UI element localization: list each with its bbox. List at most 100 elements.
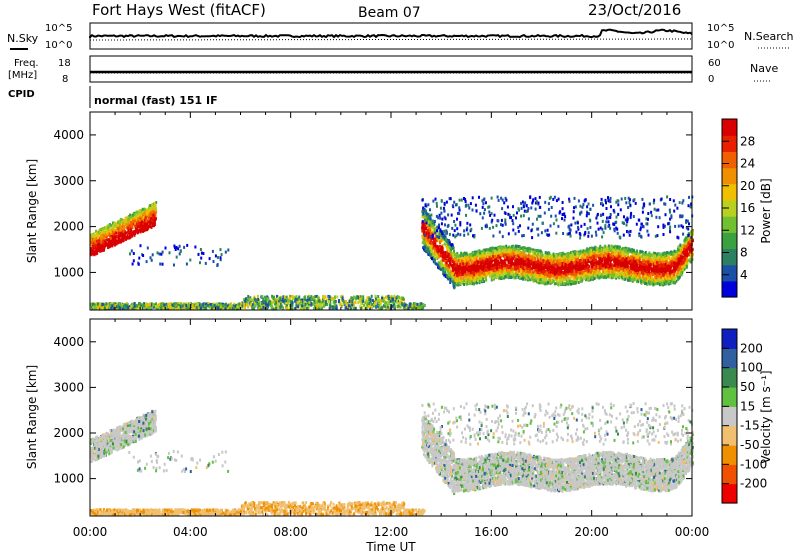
echo-cell xyxy=(112,307,115,311)
echo-cell xyxy=(262,297,265,301)
echo-cell xyxy=(129,232,131,236)
echo-cell xyxy=(90,305,93,309)
echo-cell xyxy=(613,264,615,268)
echo-cell xyxy=(156,251,159,255)
echo-cell xyxy=(601,246,604,250)
echo-cell xyxy=(107,226,110,230)
echo-cell xyxy=(137,229,140,233)
echo-cell xyxy=(262,302,265,305)
echo-cell xyxy=(634,272,637,276)
echo-cell xyxy=(371,299,374,302)
echo-cell xyxy=(113,242,116,246)
echo-cell xyxy=(127,217,129,221)
echo-cell xyxy=(399,296,402,300)
echo-cell xyxy=(314,295,317,298)
echo-cell xyxy=(622,265,625,269)
echo-cell xyxy=(383,304,385,308)
echo-cell xyxy=(301,304,304,308)
echo-cell xyxy=(377,298,380,302)
echo-cell xyxy=(98,302,101,306)
echo-cell xyxy=(104,240,107,244)
echo-cell xyxy=(185,262,188,266)
echo-cell xyxy=(147,217,150,221)
echo-cell xyxy=(135,222,138,226)
echo-cell xyxy=(215,302,218,306)
echo-cell xyxy=(266,306,269,310)
echo-cell xyxy=(91,306,94,310)
echo-cell xyxy=(288,307,291,311)
echo-cell xyxy=(107,246,110,250)
echo-cell xyxy=(386,296,389,300)
echo-cell xyxy=(424,214,427,218)
echo-cell xyxy=(90,250,93,254)
echo-cell xyxy=(582,259,585,263)
echo-cell xyxy=(509,258,511,262)
echo-cell xyxy=(323,297,326,301)
echo-cell xyxy=(506,251,509,255)
echo-cell xyxy=(104,304,106,308)
echo-cell xyxy=(503,254,505,258)
echo-cell xyxy=(103,306,106,310)
echo-cell xyxy=(542,264,545,267)
echo-cell xyxy=(141,228,143,232)
echo-cell xyxy=(116,235,119,238)
echo-cell xyxy=(158,303,161,306)
echo-cell xyxy=(162,307,165,311)
echo-cell xyxy=(216,256,219,259)
echo-cell xyxy=(367,299,370,303)
echo-cell xyxy=(424,233,427,237)
echo-cell xyxy=(91,250,94,254)
echo-cell xyxy=(121,236,124,240)
echo-cell xyxy=(580,250,583,254)
echo-cell xyxy=(501,275,504,279)
nave-label: Nave xyxy=(750,62,778,75)
echo-cell xyxy=(316,300,319,304)
echo-cell xyxy=(120,233,123,237)
echo-cell xyxy=(178,252,181,256)
echo-cell xyxy=(422,306,425,309)
echo-cell xyxy=(111,304,114,308)
echo-cell xyxy=(319,302,322,306)
echo-cell xyxy=(285,304,288,308)
echo-cell xyxy=(153,219,156,223)
echo-cell xyxy=(122,222,125,226)
echo-cell xyxy=(538,267,541,270)
echo-cell xyxy=(443,242,446,246)
echo-cell xyxy=(589,278,592,282)
echo-cell xyxy=(149,207,152,211)
echo-cell xyxy=(422,229,425,233)
echo-cell xyxy=(134,221,136,225)
echo-cell xyxy=(260,301,263,305)
echo-cell xyxy=(147,303,150,307)
echo-cell xyxy=(154,304,157,308)
echo-cell xyxy=(460,266,463,270)
echo-cell xyxy=(483,280,485,283)
echo-cell xyxy=(142,215,145,219)
echo-cell xyxy=(544,253,547,257)
echo-cell xyxy=(333,304,336,308)
echo-cell xyxy=(642,267,645,271)
echo-cell xyxy=(492,269,495,273)
echo-cell xyxy=(380,305,383,309)
echo-cell xyxy=(208,257,211,261)
echo-cell xyxy=(137,262,140,266)
echo-cell xyxy=(167,302,170,306)
echo-cell xyxy=(145,303,148,307)
echo-cell xyxy=(114,304,117,308)
echo-cell xyxy=(353,301,356,305)
echo-cell xyxy=(96,239,99,243)
echo-cell xyxy=(114,237,117,241)
echo-cell xyxy=(133,233,136,237)
echo-cell xyxy=(390,299,393,303)
echo-cell xyxy=(586,259,589,262)
echo-cell xyxy=(307,305,310,309)
echo-cell xyxy=(334,304,337,308)
echo-cell xyxy=(315,294,318,298)
echo-cell xyxy=(397,299,400,303)
echo-cell xyxy=(244,303,247,307)
echo-cell xyxy=(414,302,417,306)
echo-cell xyxy=(387,299,390,302)
echo-cell xyxy=(106,224,109,228)
echo-cell xyxy=(189,258,192,262)
echo-cell xyxy=(367,302,370,306)
